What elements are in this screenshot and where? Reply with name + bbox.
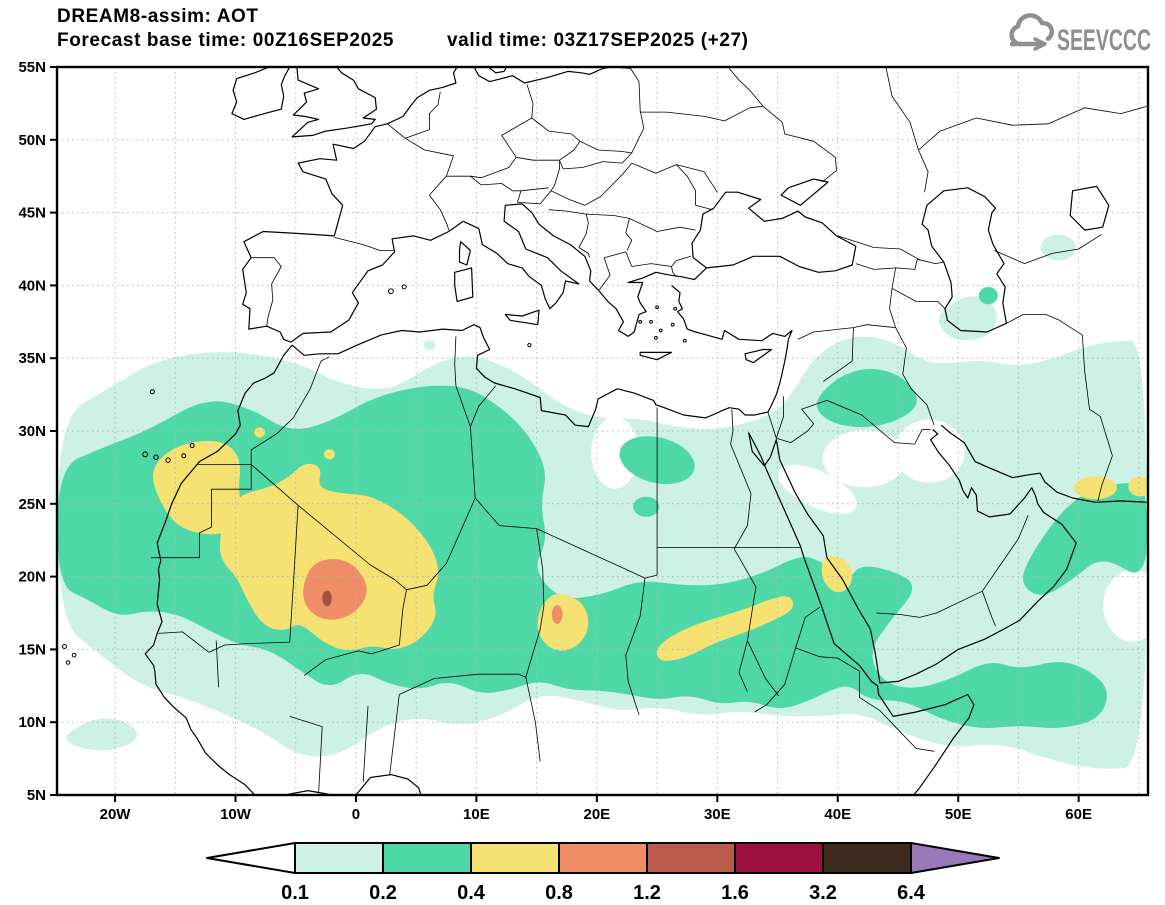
- borders-layer: [151, 67, 1148, 794]
- y-tick-label: 30N: [18, 423, 46, 440]
- logo-text: SEEVCCC: [1057, 24, 1151, 57]
- y-tick-label: 20N: [18, 569, 46, 586]
- colorbar-label: 0.4: [457, 882, 486, 904]
- colorbar-cell: [382, 842, 472, 874]
- aot-band-below-0.1-gap: [591, 417, 1148, 642]
- colorbar-label: 6.4: [897, 882, 926, 904]
- title-block: DREAM8-assim: AOT Forecast base time: 00…: [57, 5, 749, 53]
- colorbar-cell: [822, 842, 912, 874]
- forecast-time-line: Forecast base time: 00Z16SEP2025 valid t…: [57, 30, 749, 51]
- colorbar-label: 1.6: [721, 882, 749, 904]
- x-tick-label: 20E: [584, 806, 611, 823]
- colorbar-label: 3.2: [809, 882, 837, 904]
- page-title: DREAM8-assim: AOT: [57, 6, 259, 27]
- y-tick-label: 5N: [27, 787, 46, 804]
- colorbar-legend: 0.1 0.2 0.4 0.8 1.2 1.6 3.2 6.4: [206, 842, 1000, 904]
- x-tick-label: 20W: [100, 806, 132, 823]
- x-tick-label: 30E: [704, 806, 731, 823]
- colorbar-label: 0.1: [281, 882, 309, 904]
- y-tick-label: 25N: [18, 496, 46, 513]
- x-tick-label: 10W: [220, 806, 252, 823]
- colorbar-over-arrow: [910, 842, 1000, 874]
- x-tick-label: 40E: [824, 806, 851, 823]
- colorbar-label: 1.2: [633, 882, 661, 904]
- y-tick-label: 40N: [18, 277, 46, 294]
- y-tick-label: 55N: [18, 59, 46, 76]
- seevccc-logo: SEEVCCC: [1005, 12, 1155, 63]
- y-tick-label: 10N: [18, 714, 46, 731]
- colorbar-under-arrow: [206, 842, 296, 874]
- colorbar-label: 0.2: [369, 882, 397, 904]
- x-tick-label: 50E: [945, 806, 972, 823]
- aot-band-1.2-1.6: [322, 590, 332, 607]
- colorbar-label: 0.8: [545, 882, 573, 904]
- x-tick-label: 0: [352, 806, 360, 823]
- colorbar-cell: [558, 842, 648, 874]
- colorbar-cell: [734, 842, 824, 874]
- y-tick-label: 45N: [18, 205, 46, 222]
- colorbar-cell: [294, 842, 384, 874]
- aot-band-0.8-1.2: [303, 558, 563, 624]
- x-tick-label: 60E: [1065, 806, 1092, 823]
- coastlines-layer: [144, 67, 1148, 795]
- axes: 20W 10W 0 10E 20E 30E 40E 50E 60E 55N 50N 45N 40N 35N…: [18, 59, 1092, 823]
- aot-field-layer: [57, 234, 1148, 769]
- rivers-layer: [730, 409, 780, 697]
- small-islands-layer: [61, 284, 687, 665]
- x-tick-label: 10E: [463, 806, 490, 823]
- y-tick-label: 15N: [18, 641, 46, 658]
- y-tick-label: 50N: [18, 132, 46, 149]
- y-tick-label: 35N: [18, 350, 46, 367]
- cloud-icon: [1009, 13, 1055, 51]
- colorbar-cell: [470, 842, 560, 874]
- colorbar-cell: [646, 842, 736, 874]
